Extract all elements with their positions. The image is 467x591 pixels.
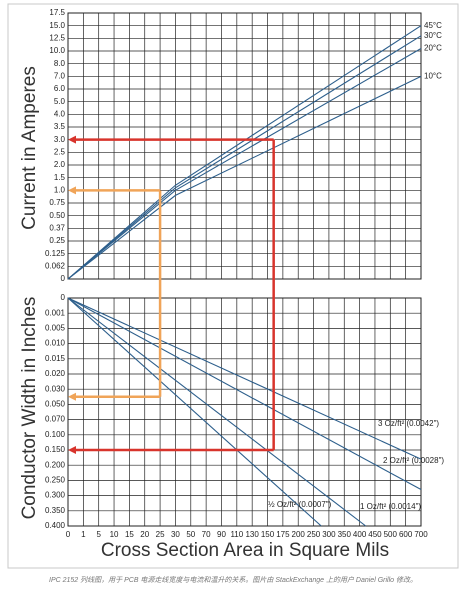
x-axis-title: Cross Section Area in Square Mils <box>101 540 389 561</box>
series-line <box>67 75 422 280</box>
x-tick-label: 200 <box>292 530 306 539</box>
y-tick-label: 0.062 <box>45 261 66 270</box>
y-tick-label: 0 <box>61 274 66 283</box>
y-tick-label: 0.50 <box>49 211 65 220</box>
y-tick-label: 0.050 <box>45 400 66 409</box>
x-tick-label: 70 <box>202 530 211 539</box>
guide-arrow <box>68 446 76 454</box>
x-tick-label: 250 <box>307 530 321 539</box>
y-tick-label: 0.020 <box>45 369 66 378</box>
series-line <box>67 297 422 491</box>
x-tick-label: 500 <box>384 530 398 539</box>
series-line <box>67 297 322 527</box>
y-tick-label: 4.0 <box>54 109 66 118</box>
plot-area <box>67 297 422 527</box>
y-tick-label: 0.250 <box>45 476 66 485</box>
y-tick-label: 3.0 <box>54 135 66 144</box>
x-tick-label: 0 <box>66 530 71 539</box>
series-label: 20°C <box>424 44 442 53</box>
series-label: ½ Oz/ft² (0.0007") <box>268 500 332 509</box>
x-tick-label: 350 <box>338 530 352 539</box>
series-label: 1 Oz/ft² (0.0014") <box>360 502 421 511</box>
y-tick-label: 0.75 <box>49 198 65 207</box>
y-axis-title: Conductor Width in Inches <box>19 297 40 520</box>
x-tick-label: 130 <box>245 530 259 539</box>
y-tick-label: 5.0 <box>54 97 66 106</box>
y-tick-label: 0.200 <box>45 460 66 469</box>
y-tick-label: 10.0 <box>49 46 65 55</box>
y-tick-label: 0.030 <box>45 384 66 393</box>
y-tick-label: 0.400 <box>45 521 66 530</box>
y-tick-label: 0.010 <box>45 339 66 348</box>
y-tick-label: 12.5 <box>49 33 65 42</box>
x-tick-label: 700 <box>414 530 428 539</box>
x-tick-label: 400 <box>353 530 367 539</box>
x-tick-label: 1 <box>81 530 86 539</box>
y-tick-label: 0.300 <box>45 491 66 500</box>
series-label: 3 Oz/ft² (0.0042") <box>378 419 439 428</box>
x-tick-label: 20 <box>140 530 149 539</box>
y-tick-label: 15.0 <box>49 21 65 30</box>
y-tick-label: 0.070 <box>45 415 66 424</box>
series-label: 30°C <box>424 31 442 40</box>
series-line <box>67 47 422 280</box>
y-tick-label: 0.015 <box>45 354 66 363</box>
y-tick-label: 0.37 <box>49 223 65 232</box>
y-tick-label: 0.005 <box>45 324 66 333</box>
guide-arrow <box>68 186 76 195</box>
guide-arrow <box>68 135 76 144</box>
y-tick-label: 2.5 <box>54 147 66 156</box>
series-line <box>67 297 367 527</box>
y-tick-label: 17.5 <box>49 8 65 17</box>
y-tick-label: 6.0 <box>54 84 66 93</box>
y-tick-label: 1.0 <box>54 185 66 194</box>
series-label: 45°C <box>424 21 442 30</box>
x-tick-label: 600 <box>399 530 413 539</box>
series-label: 10°C <box>424 71 442 80</box>
x-tick-label: 10 <box>110 530 119 539</box>
y-tick-label: 0.125 <box>45 249 66 258</box>
y-tick-label: 0.25 <box>49 236 65 245</box>
x-tick-label: 150 <box>261 530 275 539</box>
guide-arrow <box>68 392 76 401</box>
series-line <box>67 297 422 460</box>
y-tick-label: 8.0 <box>54 59 66 68</box>
y-tick-label: 0 <box>61 293 66 302</box>
x-tick-label: 25 <box>156 530 165 539</box>
y-tick-label: 7.0 <box>54 71 66 80</box>
x-tick-label: 5 <box>96 530 101 539</box>
x-tick-label: 90 <box>217 530 226 539</box>
x-tick-label: 300 <box>322 530 336 539</box>
x-tick-label: 50 <box>186 530 195 539</box>
caption: IPC 2152 列线图，用于 PCB 电源走线宽度与电流和温升的关系。图片由 … <box>49 576 417 584</box>
y-tick-label: 2.0 <box>54 160 66 169</box>
plot-area <box>67 12 422 280</box>
x-tick-label: 450 <box>368 530 382 539</box>
series-line <box>67 35 422 280</box>
series-label: 2 Oz/ft² (0.0028") <box>383 456 444 465</box>
series-line <box>67 25 422 280</box>
x-tick-label: 110 <box>230 530 243 539</box>
x-tick-label: 15 <box>125 530 134 539</box>
x-tick-label: 30 <box>171 530 180 539</box>
y-axis-title: Current in Amperes <box>19 66 40 230</box>
y-tick-label: 0.150 <box>45 445 66 454</box>
y-tick-label: 3.5 <box>54 122 66 131</box>
y-tick-label: 1.5 <box>54 173 66 182</box>
y-tick-label: 0.100 <box>45 430 66 439</box>
x-tick-label: 175 <box>276 530 290 539</box>
y-tick-label: 0.001 <box>45 308 66 317</box>
y-tick-label: 0.350 <box>45 506 66 515</box>
